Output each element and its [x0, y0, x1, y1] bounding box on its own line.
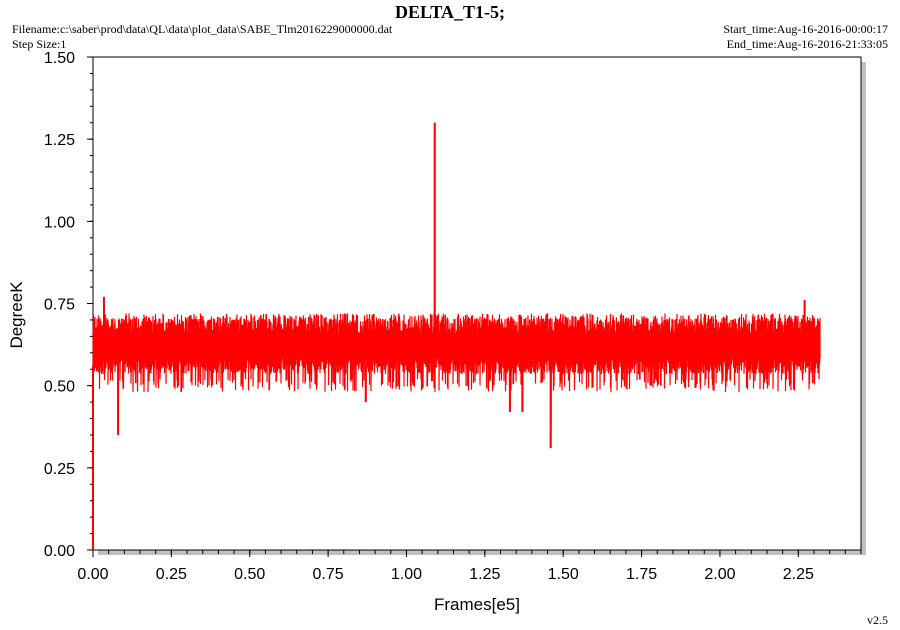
x-tick-label: 1.75: [626, 566, 657, 583]
x-axis-label: Frames[e5]: [434, 595, 520, 614]
y-tick-label: 1.25: [44, 132, 75, 149]
series-line: [92, 122, 821, 551]
version-label: v2.5: [867, 613, 888, 627]
x-tick-label: 0.50: [234, 566, 265, 583]
y-tick-label: 0.50: [44, 379, 75, 396]
x-tick-label: 0.75: [313, 566, 344, 583]
y-tick-label: 1.50: [44, 50, 75, 67]
x-tick-label: 2.25: [783, 566, 814, 583]
end-time-label: End_time:Aug-16-2016-21:33:05: [726, 37, 888, 51]
y-tick-label: 0.25: [44, 461, 75, 478]
chart-title: DELTA_T1-5;: [394, 2, 506, 22]
axes-group: 0.00 0.25 0.50 0.75 1.00 1.25 1.50 0.00 0.25 0.50…: [44, 50, 862, 583]
y-axis-label: DegreeK: [7, 281, 26, 349]
y-tick-label: 0.00: [44, 543, 75, 560]
series-group: [92, 122, 821, 551]
y-tick-label: 1.00: [44, 214, 75, 231]
x-tick-label: 2.00: [704, 566, 735, 583]
x-tick-label: 0.25: [156, 566, 187, 583]
x-tick-label: 0.00: [77, 566, 108, 583]
y-tick-label: 0.75: [44, 297, 75, 314]
plot-area: [92, 56, 862, 551]
x-tick-label: 1.25: [469, 566, 500, 583]
step-size-label: Step Size:1: [12, 37, 67, 51]
filename-label: Filename:c:\saber\prod\data\QL\data\plot…: [12, 22, 393, 36]
plot-frame-group: [92, 56, 866, 555]
x-tick-label: 1.00: [391, 566, 422, 583]
start-time-label: Start_time:Aug-16-2016-00:00:17: [723, 22, 888, 36]
x-tick-label: 1.50: [548, 566, 579, 583]
